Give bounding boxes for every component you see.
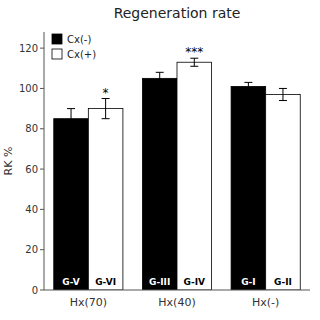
y-tick xyxy=(40,209,44,210)
y-axis xyxy=(44,32,45,290)
x-axis xyxy=(44,290,310,291)
bar xyxy=(54,119,89,290)
bar xyxy=(88,109,123,290)
legend-swatch xyxy=(52,34,62,44)
error-bar xyxy=(156,72,164,84)
title: Regeneration rate xyxy=(114,5,241,21)
error-bar xyxy=(244,82,252,90)
legend-label: Cx(-) xyxy=(67,34,91,45)
y-tick-label: 60 xyxy=(25,164,38,175)
bar xyxy=(266,94,301,290)
legend-swatch xyxy=(52,49,62,59)
y-tick xyxy=(40,128,44,129)
error-bar xyxy=(190,58,198,66)
y-tick-label: 40 xyxy=(25,204,38,215)
y-tick-label: 0 xyxy=(32,285,38,296)
legend-label: Cx(+) xyxy=(67,49,96,60)
bar-label: G-V xyxy=(62,277,79,287)
y-tick-label: 100 xyxy=(19,83,38,94)
x-tick-label: Hx(40) xyxy=(158,296,195,309)
significance-marker: * xyxy=(103,86,109,100)
error-bar xyxy=(102,99,110,119)
y-tick-label: 120 xyxy=(19,43,38,54)
x-tick-label: Hx(-) xyxy=(252,296,279,309)
y-tick xyxy=(40,48,44,49)
y-tick xyxy=(40,88,44,89)
y-tick xyxy=(40,290,44,291)
y-tick xyxy=(40,169,44,170)
bar xyxy=(177,62,212,290)
bar-label: G-IV xyxy=(184,277,205,287)
bars xyxy=(54,58,300,290)
bar-label: G-VI xyxy=(95,277,116,287)
significance-marker: *** xyxy=(185,45,203,59)
error-bar xyxy=(67,109,75,129)
y-tick xyxy=(40,249,44,250)
y-tick-label: 20 xyxy=(25,244,38,255)
chart-container: Regeneration rateRK %020406080100120G-VG… xyxy=(0,0,320,320)
error-bar xyxy=(279,88,287,100)
bar xyxy=(231,86,266,290)
bar-label: G-I xyxy=(241,277,255,287)
bar-label: G-III xyxy=(149,277,170,287)
bar-label: G-II xyxy=(274,277,292,287)
bar-texts: G-V G-III G-I G-VI * G-IV *** G-II xyxy=(62,45,292,287)
y-tick-label: 80 xyxy=(25,123,38,134)
bar xyxy=(142,78,177,290)
legend: Cx(-) Cx(+) xyxy=(52,34,96,60)
x-tick-label: Hx(70) xyxy=(70,296,107,309)
y-axis-label: RK % xyxy=(2,147,15,176)
chart: Regeneration rateRK %020406080100120G-VG… xyxy=(0,0,320,320)
